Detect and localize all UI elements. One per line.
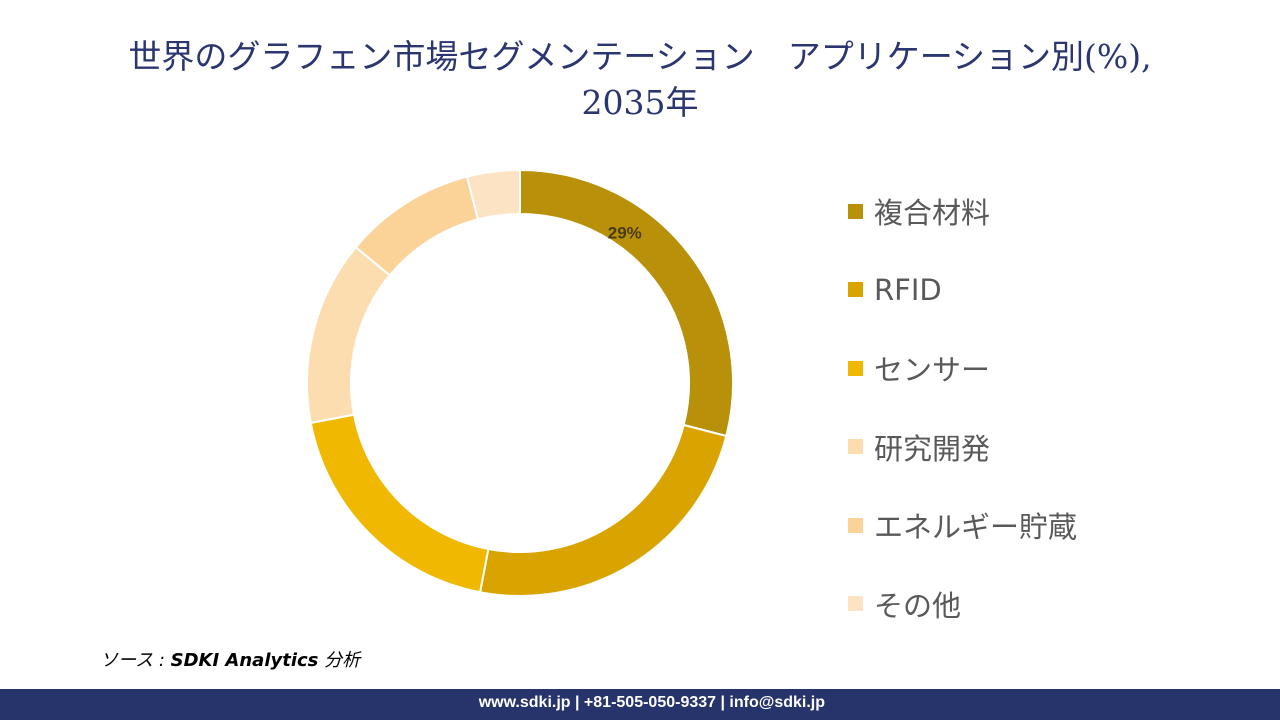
- source-suffix: 分析: [318, 650, 361, 671]
- source-name: SDKI Analytics: [170, 650, 319, 671]
- chart-title: 世界のグラフェン市場セグメンテーション アプリケーション別(%), 2035年: [0, 34, 1280, 126]
- legend-label: エネルギー貯蔵: [874, 510, 1078, 545]
- legend: 複合材料 RFID センサー研究開発エネルギー貯蔵 その他: [848, 172, 1077, 643]
- legend-item: 複合材料: [848, 172, 1077, 251]
- donut-segment-3: [309, 413, 490, 594]
- source-prefix: ソース :: [100, 650, 171, 671]
- legend-swatch: [848, 439, 863, 455]
- data-label: 29%: [608, 223, 642, 242]
- source-note: ソース : SDKI Analytics 分析: [100, 646, 360, 672]
- donut-segment-4: [306, 245, 392, 425]
- chart-title-line-2: 2035年: [581, 83, 699, 122]
- legend-item: 研究開発: [848, 408, 1077, 487]
- footer-contact: www.sdki.jp | +81-505-050-9337 | info@sd…: [478, 694, 825, 711]
- legend-swatch: [848, 517, 863, 533]
- legend-swatch: [848, 203, 863, 219]
- donut-segment-1: [519, 168, 734, 438]
- donut-chart: 29%: [306, 168, 734, 597]
- footer-bar: www.sdki.jp | +81-505-050-9337 | info@sd…: [0, 689, 1280, 720]
- legend-label: センサー: [874, 353, 991, 388]
- legend-label: 研究開発: [874, 431, 991, 466]
- chart-title-line-1: 世界のグラフェン市場セグメンテーション アプリケーション別(%),: [128, 37, 1152, 76]
- legend-label: その他: [874, 588, 962, 623]
- legend-swatch: [848, 596, 863, 612]
- donut-segment-5: [354, 175, 480, 277]
- legend-item: RFID: [848, 251, 1077, 330]
- legend-label: RFID: [874, 272, 942, 307]
- legend-item: エネルギー貯蔵: [848, 486, 1077, 565]
- legend-item: センサー: [848, 329, 1077, 408]
- donut-segment-2: [478, 423, 728, 597]
- legend-swatch: [848, 360, 863, 376]
- legend-item: その他: [848, 565, 1077, 644]
- legend-label: 複合材料: [874, 196, 991, 231]
- donut-segment-6: [465, 168, 521, 221]
- legend-swatch: [848, 282, 863, 298]
